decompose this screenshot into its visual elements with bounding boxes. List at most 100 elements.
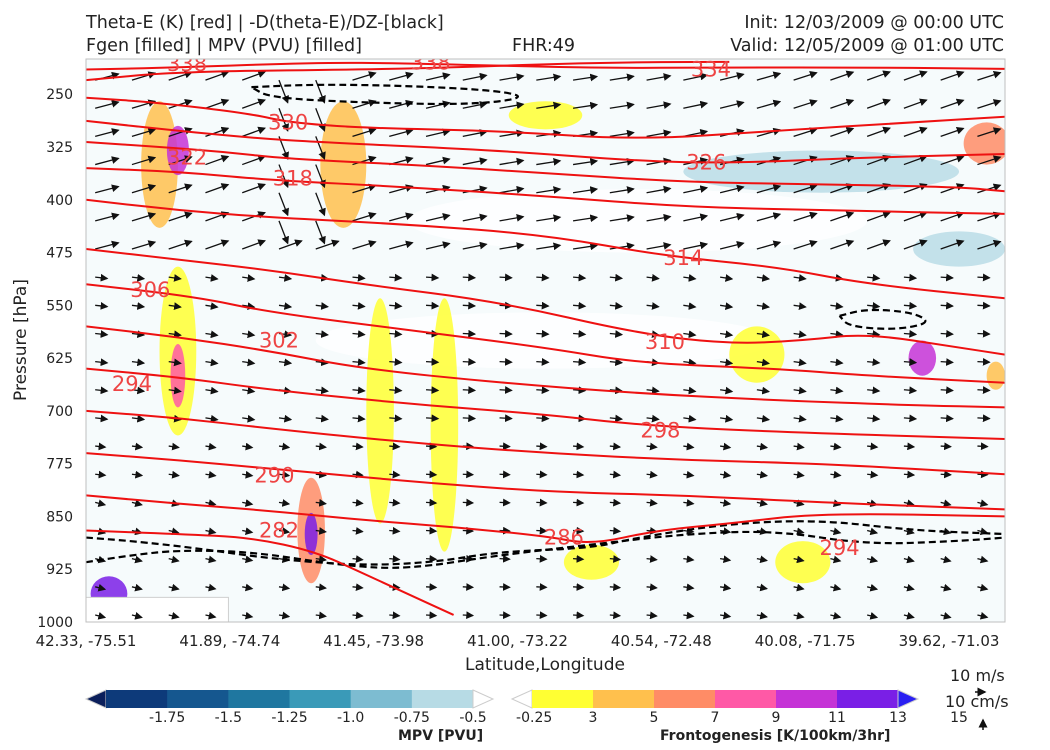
wind-vector <box>683 330 697 339</box>
wind-vector <box>131 127 157 138</box>
wind-vector <box>977 301 991 310</box>
wind-vector <box>793 302 807 310</box>
wind-vector <box>572 214 599 223</box>
wind-vector <box>242 302 256 310</box>
wind-vector <box>793 358 807 367</box>
wind-vector <box>499 101 525 110</box>
wind-vector <box>646 129 672 138</box>
theta-e-contour <box>86 283 1005 384</box>
wind-vector <box>609 555 622 563</box>
wind-vector <box>683 274 697 282</box>
wind-vector <box>830 358 844 367</box>
wind-vector <box>536 158 562 166</box>
wind-vector <box>940 273 954 282</box>
wind-vector <box>977 611 989 620</box>
wind-vector <box>683 241 709 250</box>
wind-vector <box>462 498 475 507</box>
wind-vector <box>683 414 697 423</box>
mpv-fill-blob <box>315 312 776 369</box>
wind-vector <box>720 499 732 507</box>
wind-vector <box>389 212 414 222</box>
theta-e-contour <box>86 96 1005 139</box>
wind-vector <box>609 470 622 479</box>
wind-vector <box>940 442 952 451</box>
wind-vector <box>609 157 635 166</box>
theta-e-contour-label: 326 <box>686 150 726 174</box>
stability-contour <box>86 520 1005 566</box>
wind-vector <box>389 386 403 395</box>
init-time: Init: 12/03/2009 @ 00:00 UTC <box>744 13 1004 33</box>
wind-vector <box>278 239 303 250</box>
wind-vector <box>499 157 525 166</box>
y-tick-label: 625 <box>46 351 73 367</box>
frontogenesis-fill-blob <box>320 101 367 228</box>
wind-vector <box>683 470 695 479</box>
wind-vector <box>756 414 771 423</box>
wind-vector <box>573 555 585 563</box>
wind-vector <box>315 470 327 479</box>
wind-vector <box>903 442 916 451</box>
wind-vector <box>168 274 182 282</box>
wind-vector <box>646 273 660 282</box>
wind-vector <box>131 155 157 166</box>
frontogenesis-fill-blob <box>908 340 937 376</box>
wind-vector <box>205 555 217 564</box>
wind-vector <box>646 470 658 479</box>
wind-vector <box>242 386 256 395</box>
wind-vector <box>278 192 289 217</box>
wind-vector <box>315 414 329 423</box>
wind-vector <box>278 442 291 451</box>
frontogenesis-fill-blob <box>508 101 583 130</box>
wind-vector <box>499 386 513 394</box>
wind-vector <box>131 612 143 620</box>
wind-vector <box>719 241 745 250</box>
wind-vector <box>830 126 855 138</box>
wind-vector <box>609 129 635 138</box>
valid-time: Valid: 12/05/2009 @ 01:00 UTC <box>730 36 1004 56</box>
wind-vector <box>462 301 477 310</box>
wind-vector <box>793 330 807 339</box>
wind-vector <box>756 274 771 282</box>
wind-vector <box>95 273 109 282</box>
theta-e-contour <box>86 494 1005 543</box>
wind-vector <box>205 274 219 282</box>
wind-vector <box>462 470 475 479</box>
wind-vector <box>168 555 180 564</box>
terrain-mask <box>86 596 229 622</box>
wind-vector <box>572 158 599 166</box>
wind-vector <box>830 386 844 395</box>
wind-vector <box>940 70 965 81</box>
wind-vector <box>425 273 440 282</box>
wind-vector <box>830 442 842 451</box>
wind-vector <box>131 442 144 451</box>
wind-vector <box>389 240 414 250</box>
wind-vector <box>389 329 403 338</box>
wind-vector <box>425 358 440 366</box>
wind-vector <box>278 470 291 479</box>
wind-vector <box>425 241 451 250</box>
wind-vector <box>389 128 414 138</box>
theta-e-contour-label: 290 <box>254 464 294 488</box>
wind-vector <box>793 555 805 564</box>
wind-vector <box>536 414 550 423</box>
wind-vector <box>389 273 403 282</box>
wind-vector <box>242 555 254 564</box>
plot-frame <box>85 58 1006 623</box>
wind-vector <box>830 611 842 620</box>
wind-vector <box>536 329 550 338</box>
wind-vector <box>389 301 403 310</box>
wind-vector <box>683 100 709 109</box>
x-tick-label: 41.00, -73.22 <box>467 632 568 650</box>
wind-vector <box>977 414 991 423</box>
x-tick-label: 39.62, -71.03 <box>899 632 1000 650</box>
wind-vector <box>536 498 548 507</box>
theta-e-contour-label: 314 <box>663 246 703 270</box>
wind-vector <box>536 470 548 479</box>
wind-vector <box>903 612 915 620</box>
wind-vector <box>609 214 635 222</box>
wind-vector <box>793 386 807 395</box>
wind-vector <box>425 386 440 394</box>
wind-vector <box>940 126 965 138</box>
wind-vector <box>352 358 366 367</box>
wind-vector <box>462 611 475 620</box>
